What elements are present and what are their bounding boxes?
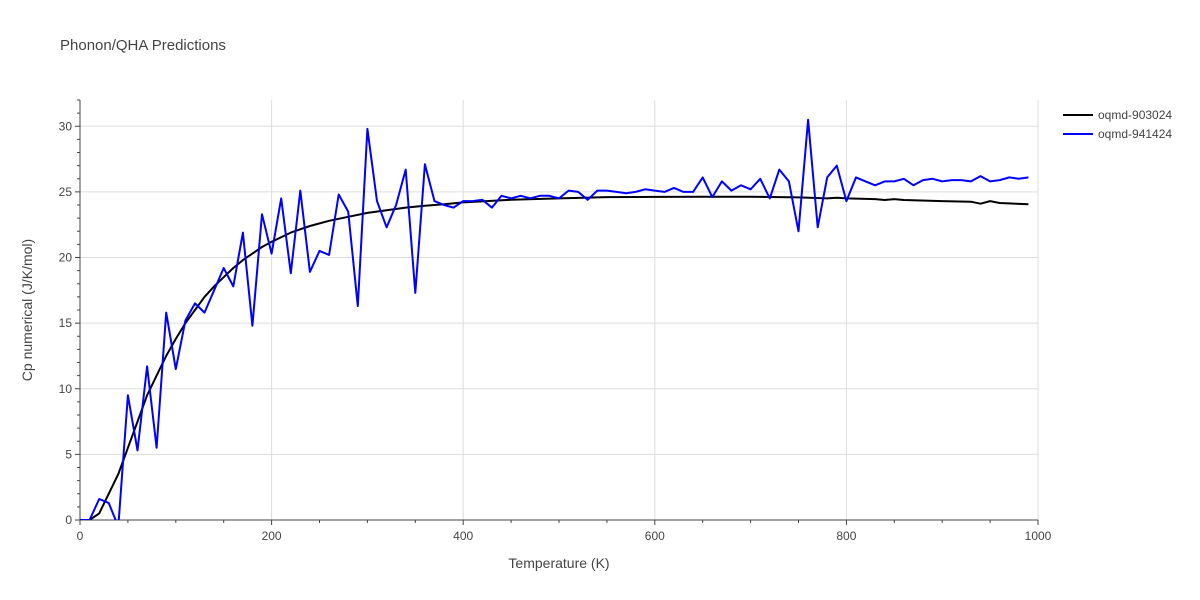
legend-item-oqmd-941424[interactable]: oqmd-941424: [1063, 127, 1172, 141]
y-tick-label: 5: [65, 447, 72, 461]
y-tick-label: 20: [59, 251, 73, 265]
series-line-oqmd-941424: [80, 118, 1029, 520]
x-tick-label: 800: [836, 529, 856, 543]
series-lines: [80, 118, 1029, 520]
x-tick-label: 1000: [1025, 529, 1052, 543]
x-tick-label: 0: [77, 529, 84, 543]
x-tick-label: 200: [262, 529, 282, 543]
legend-label: oqmd-903024: [1098, 108, 1172, 122]
series-line-oqmd-903024: [80, 195, 1029, 520]
legend[interactable]: oqmd-903024 oqmd-941424: [1063, 108, 1172, 141]
y-axis-title: Cp numerical (J/K/mol): [19, 239, 35, 381]
legend-label: oqmd-941424: [1098, 127, 1172, 141]
legend-item-oqmd-903024[interactable]: oqmd-903024: [1063, 108, 1172, 122]
y-tick-label: 0: [65, 513, 72, 527]
x-tick-label: 600: [645, 529, 665, 543]
y-tick-label: 10: [59, 382, 73, 396]
axes: 0 200 400 600 800 1000 0 5 10 15 20 25 30: [59, 99, 1052, 543]
x-tick-label: 400: [453, 529, 473, 543]
y-tick-label: 25: [59, 185, 73, 199]
chart-title: Phonon/QHA Predictions: [60, 37, 226, 54]
x-axis-title: Temperature (K): [508, 555, 609, 571]
y-tick-label: 15: [59, 316, 73, 330]
grid-lines: [80, 100, 1039, 520]
y-tick-label: 30: [59, 119, 73, 133]
